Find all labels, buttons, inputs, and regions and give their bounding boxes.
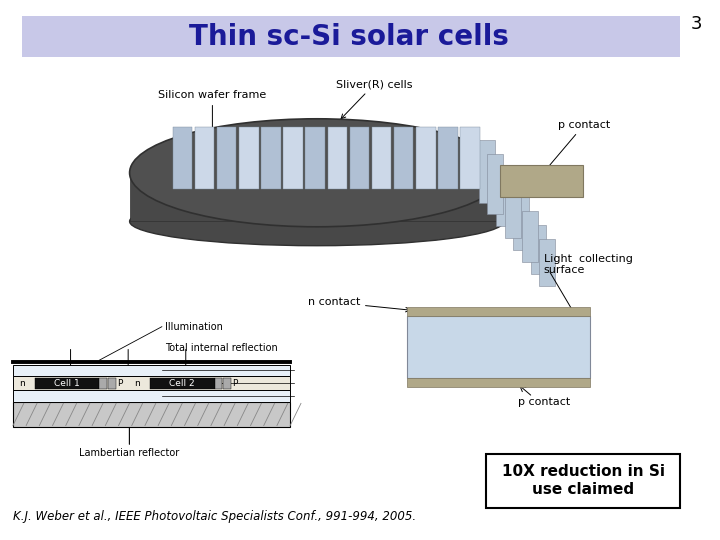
FancyBboxPatch shape xyxy=(350,127,369,189)
FancyBboxPatch shape xyxy=(372,127,391,189)
FancyBboxPatch shape xyxy=(505,183,521,238)
FancyBboxPatch shape xyxy=(150,378,215,389)
FancyBboxPatch shape xyxy=(99,378,107,389)
FancyBboxPatch shape xyxy=(239,127,258,189)
FancyBboxPatch shape xyxy=(438,127,458,189)
FancyBboxPatch shape xyxy=(13,390,290,402)
Text: Glass: Glass xyxy=(166,392,192,401)
Text: Encapsulant: Encapsulant xyxy=(166,379,225,388)
FancyBboxPatch shape xyxy=(284,127,303,189)
FancyBboxPatch shape xyxy=(496,168,512,226)
Text: 10X reduction in Si
use claimed: 10X reduction in Si use claimed xyxy=(502,464,665,497)
Text: Total internal reflection: Total internal reflection xyxy=(166,343,278,353)
FancyBboxPatch shape xyxy=(531,225,546,274)
Text: p contact: p contact xyxy=(518,397,571,407)
Text: n: n xyxy=(19,379,24,388)
Ellipse shape xyxy=(130,197,504,246)
FancyBboxPatch shape xyxy=(305,127,325,189)
FancyBboxPatch shape xyxy=(215,378,222,389)
FancyBboxPatch shape xyxy=(13,376,290,390)
Text: 50µm: 50µm xyxy=(446,192,468,201)
FancyBboxPatch shape xyxy=(195,127,215,189)
FancyBboxPatch shape xyxy=(416,127,436,189)
Text: Cell 1: Cell 1 xyxy=(54,379,80,388)
FancyBboxPatch shape xyxy=(407,307,590,316)
FancyBboxPatch shape xyxy=(108,378,116,389)
Text: Silicon wafer frame: Silicon wafer frame xyxy=(158,90,266,153)
Text: n: n xyxy=(134,379,140,388)
Text: Lambertian reflector: Lambertian reflector xyxy=(79,448,179,458)
Text: Cell 2: Cell 2 xyxy=(169,379,195,388)
Text: P: P xyxy=(117,379,122,388)
Text: 3: 3 xyxy=(690,15,702,33)
FancyBboxPatch shape xyxy=(539,239,555,286)
FancyBboxPatch shape xyxy=(261,127,281,189)
Text: K.J. Weber et al., IEEE Photovoltaic Specialists Conf., 991-994, 2005.: K.J. Weber et al., IEEE Photovoltaic Spe… xyxy=(13,510,416,523)
Ellipse shape xyxy=(130,119,504,227)
Text: Glass: Glass xyxy=(166,366,192,375)
FancyBboxPatch shape xyxy=(22,16,680,57)
FancyBboxPatch shape xyxy=(513,197,529,250)
Text: Thin sc-Si solar cells: Thin sc-Si solar cells xyxy=(189,23,509,51)
Text: Sliver(R) cells: Sliver(R) cells xyxy=(336,79,413,119)
Text: P: P xyxy=(232,379,238,388)
FancyBboxPatch shape xyxy=(486,454,680,508)
FancyBboxPatch shape xyxy=(328,127,347,189)
FancyBboxPatch shape xyxy=(130,173,504,221)
FancyBboxPatch shape xyxy=(460,127,480,189)
FancyBboxPatch shape xyxy=(407,316,590,378)
Text: n contact: n contact xyxy=(307,298,410,312)
Text: 1mm: 1mm xyxy=(190,202,213,212)
Text: Light  collecting
surface: Light collecting surface xyxy=(544,254,632,275)
FancyBboxPatch shape xyxy=(407,378,590,387)
Text: p contact: p contact xyxy=(539,119,611,178)
FancyBboxPatch shape xyxy=(173,127,192,189)
Text: Illumination: Illumination xyxy=(166,322,223,332)
FancyBboxPatch shape xyxy=(35,378,99,389)
FancyBboxPatch shape xyxy=(522,211,538,262)
FancyBboxPatch shape xyxy=(487,154,503,214)
FancyBboxPatch shape xyxy=(13,402,290,427)
FancyBboxPatch shape xyxy=(394,127,413,189)
FancyBboxPatch shape xyxy=(479,140,495,202)
FancyBboxPatch shape xyxy=(13,364,290,376)
FancyBboxPatch shape xyxy=(217,127,236,189)
FancyBboxPatch shape xyxy=(223,378,231,389)
FancyBboxPatch shape xyxy=(500,165,583,197)
